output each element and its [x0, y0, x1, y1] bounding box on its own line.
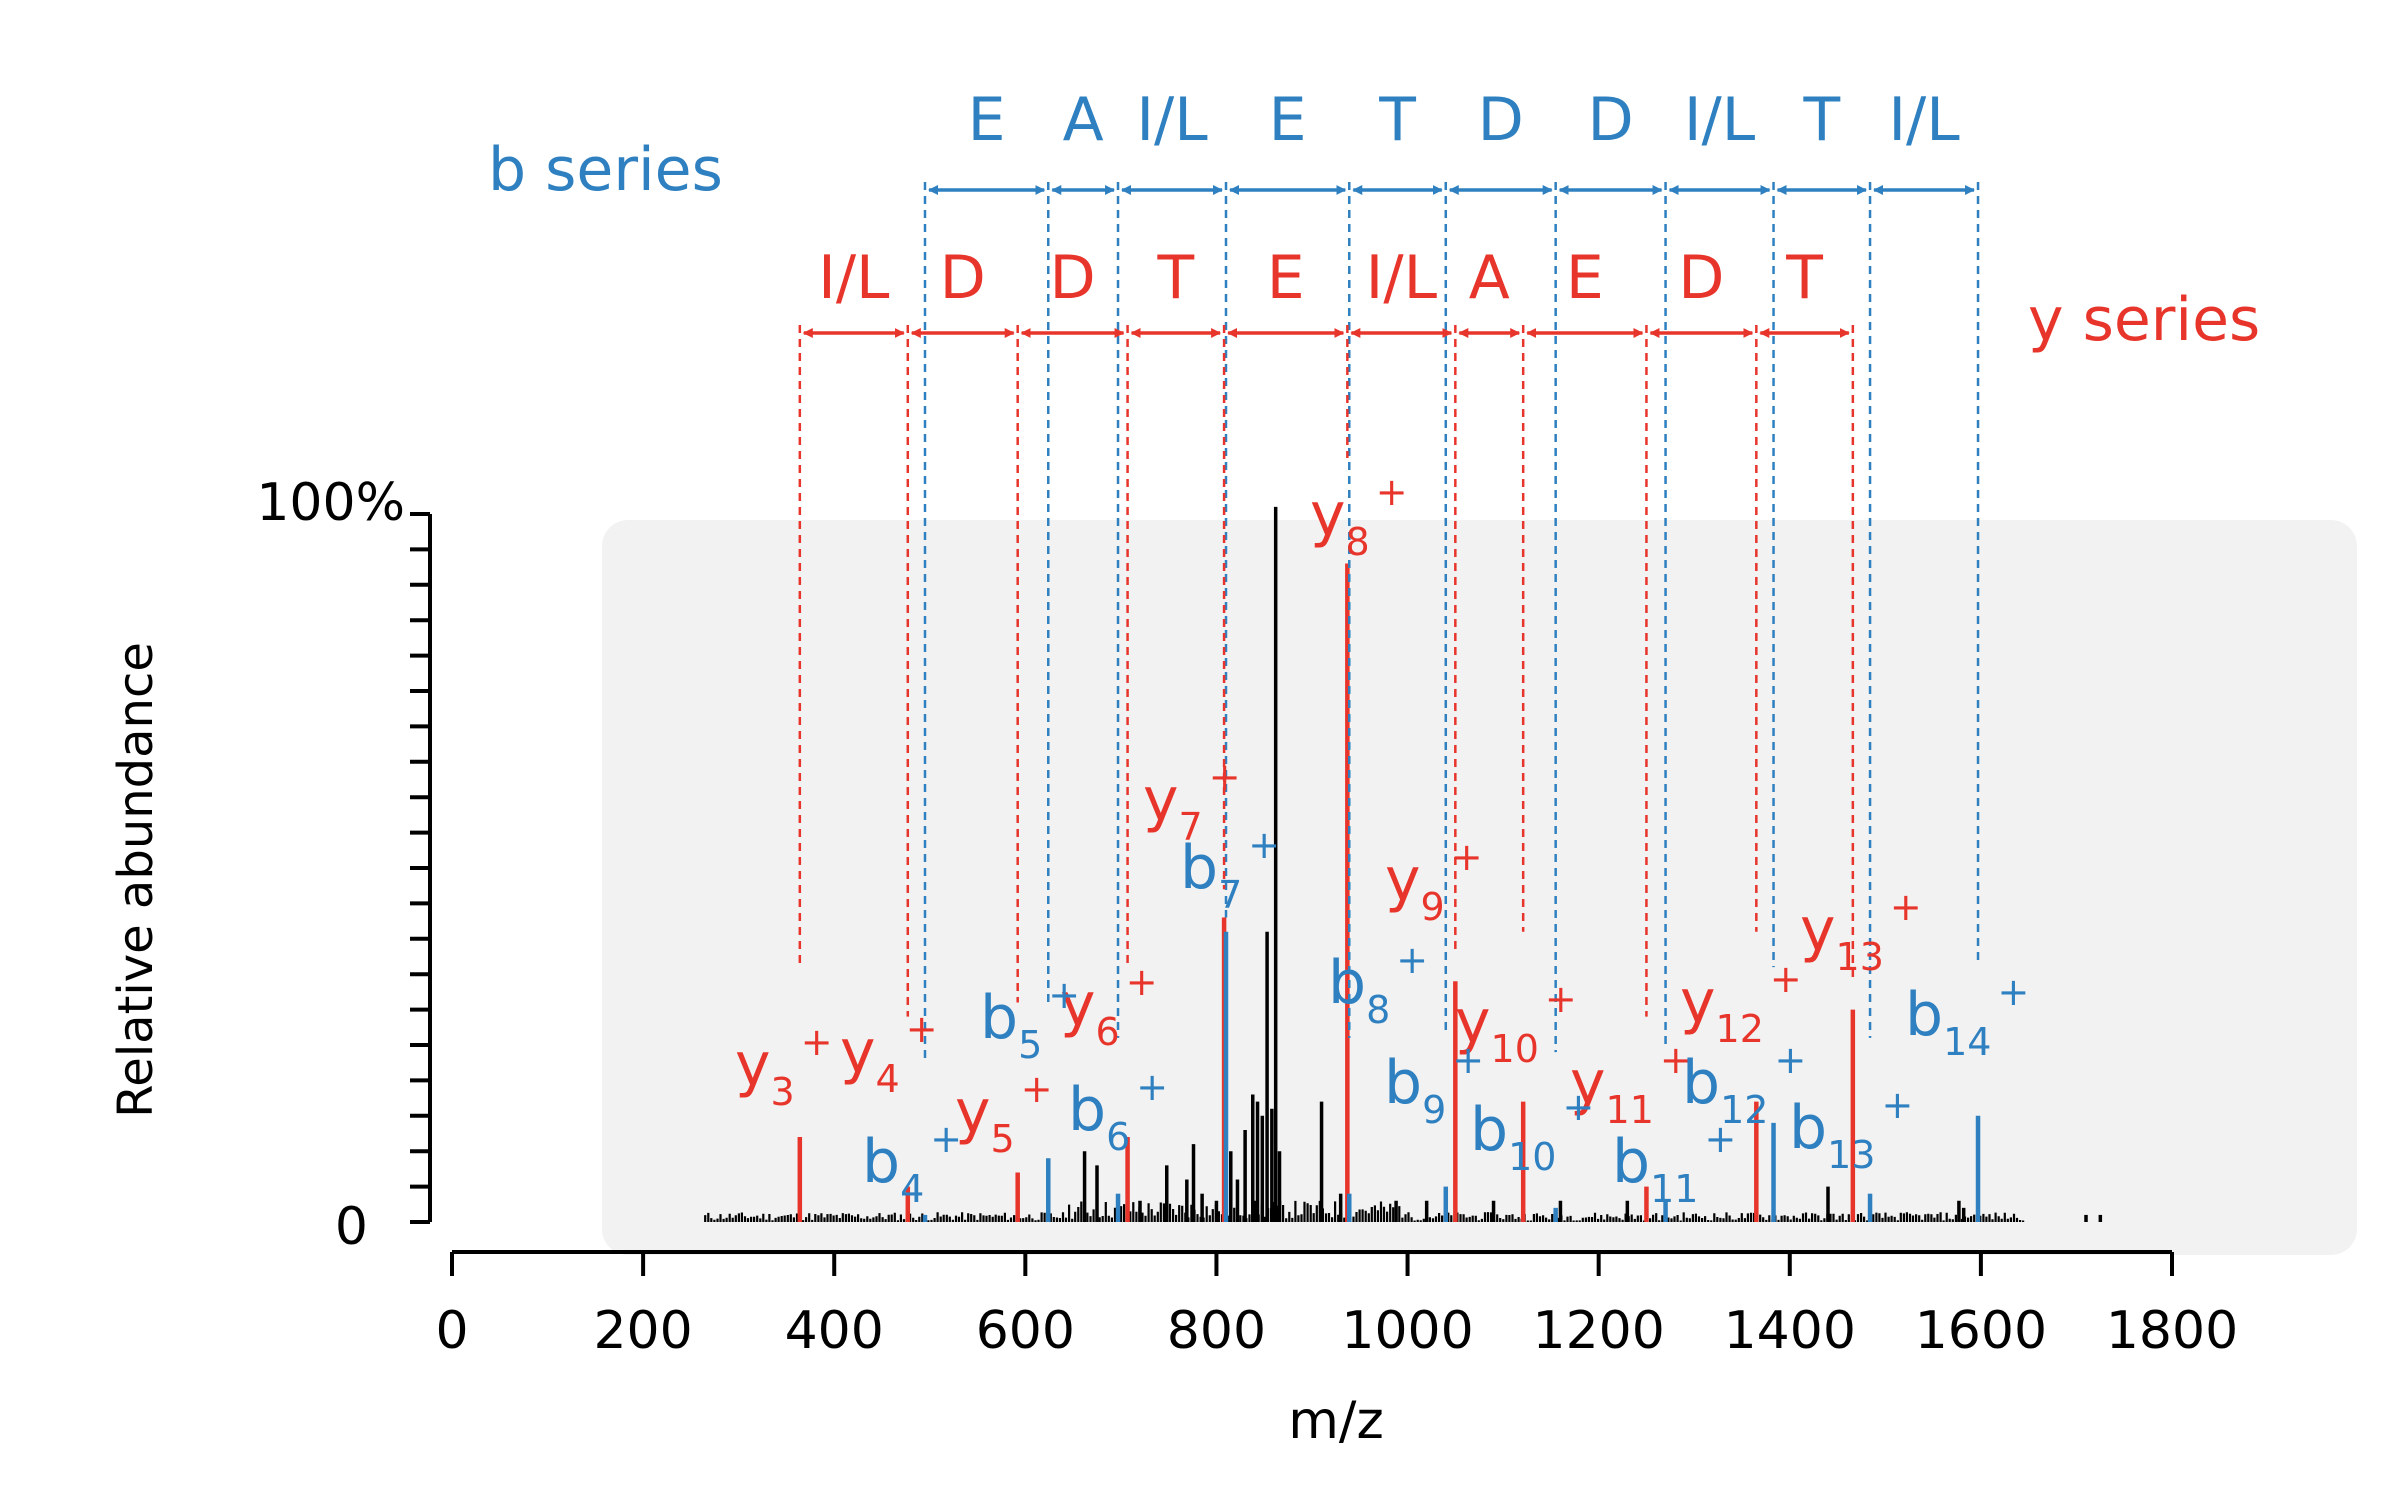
- b-step-residue: I/L: [1888, 85, 1960, 155]
- y-ion-label-5: y5+: [955, 1067, 1053, 1161]
- y-step-residue: E: [1566, 243, 1604, 313]
- y-axis-label: Relative abundance: [108, 642, 164, 1118]
- y-tick-label-100: 100%: [256, 473, 405, 533]
- b-step-residue: D: [1478, 85, 1524, 155]
- ion-labels-layer: y3+ y4+y5+y6+ y7+ y8+ y9+ y10+y11+y12+y13+ b4+…: [735, 470, 2029, 1211]
- y-ion-label-13: y13+: [1800, 885, 1922, 979]
- x-tick-label: 0: [435, 1301, 468, 1361]
- x-tick-label: 1800: [2106, 1301, 2238, 1361]
- y-series-label: y series: [2028, 285, 2260, 355]
- b-ion-label-5: b5+: [980, 973, 1080, 1067]
- b-ion-label-8: b8+: [1328, 938, 1428, 1032]
- b-step-residue: T: [1378, 85, 1416, 155]
- b-ion-label-10: b10+: [1470, 1085, 1594, 1179]
- x-axis-label: m/z: [1288, 1391, 1383, 1451]
- ladder-layer: E A I/L E T D D I/L T I/LI/L D D T E I/L A E D T: [798, 85, 1980, 1060]
- y-step-residue: I/L: [818, 243, 890, 313]
- x-tick-label: 800: [1167, 1301, 1266, 1361]
- b-series-label: b series: [488, 135, 723, 205]
- noise-peaks: [704, 1200, 2025, 1222]
- x-tick-label: 1200: [1532, 1301, 1664, 1361]
- b-ion-label-6: b6+: [1068, 1065, 1168, 1159]
- y-step-residue: I/L: [1366, 243, 1438, 313]
- x-tick-label: 1000: [1341, 1301, 1473, 1361]
- b-ion-label-12: b12+: [1682, 1038, 1806, 1132]
- y-step-residue: T: [1157, 243, 1195, 313]
- y-ion-label-7: y7+: [1143, 755, 1241, 849]
- x-tick-label: 1400: [1724, 1301, 1856, 1361]
- b-ion-label-13: b13+: [1789, 1083, 1913, 1177]
- b-ion-label-4: b4+: [862, 1117, 962, 1211]
- y-tick-label-0: 0: [335, 1197, 368, 1257]
- y-ticks: [410, 512, 430, 1224]
- y-ion-label-8: y8+: [1310, 470, 1408, 564]
- y-step-residue: E: [1267, 243, 1305, 313]
- y-step-residue: A: [1469, 243, 1510, 313]
- shaded-region: [602, 520, 2357, 1255]
- y-ion-label-6: y6+: [1060, 960, 1158, 1054]
- peaks-layer: [797, 506, 2103, 1222]
- b-step-residue: A: [1063, 85, 1104, 155]
- y-ion-label-12: y12+: [1680, 957, 1802, 1051]
- y-ion-label-11: y11+: [1570, 1038, 1692, 1132]
- b-ion-label-9: b9+: [1384, 1038, 1484, 1132]
- b-step-residue: T: [1802, 85, 1840, 155]
- b-ion-label-11: b11+: [1612, 1117, 1736, 1211]
- x-tick-label: 200: [593, 1301, 692, 1361]
- y-ion-label-3: y3+: [735, 1020, 833, 1114]
- y-ion-label-10: y10+: [1455, 977, 1577, 1071]
- y-step-residue: D: [940, 243, 986, 313]
- y-ion-label-4: y4+: [840, 1007, 938, 1101]
- b-step-residue: D: [1588, 85, 1634, 155]
- x-tick-label: 600: [976, 1301, 1075, 1361]
- b-step-residue: I/L: [1684, 85, 1756, 155]
- y-ion-label-9: y9+: [1385, 835, 1483, 929]
- x-tick-label: 400: [785, 1301, 884, 1361]
- x-tick-label: 1600: [1915, 1301, 2047, 1361]
- b-step-residue: I/L: [1136, 85, 1208, 155]
- y-step-residue: D: [1050, 243, 1096, 313]
- baseline-noise: [704, 1200, 2025, 1222]
- y-step-residue: T: [1785, 243, 1823, 313]
- y-step-residue: D: [1678, 243, 1724, 313]
- b-ion-label-14: b14+: [1905, 970, 2029, 1064]
- b-step-residue: E: [968, 85, 1006, 155]
- axes-layer: 0 200 400 600 800 1000 1200 1400 1600 1800 100% 0…: [108, 473, 2238, 1451]
- b-ion-label-7: b7+: [1180, 823, 1280, 917]
- x-ticks: 0 200 400 600 800 1000 1200 1400 1600 1800: [435, 1252, 2238, 1361]
- b-step-residue: E: [1269, 85, 1307, 155]
